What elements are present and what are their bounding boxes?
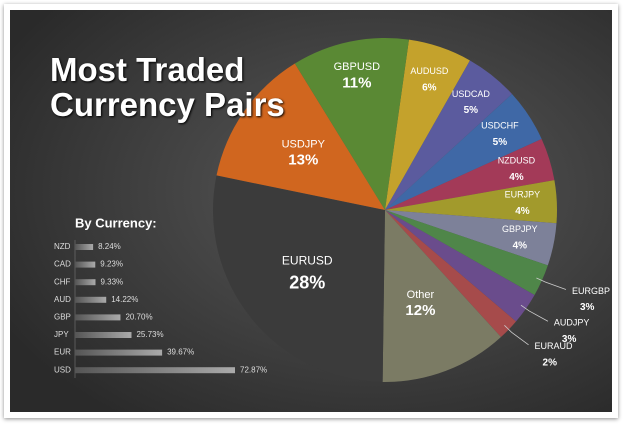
slice-value: 13%	[288, 152, 318, 169]
slice-value: 6%	[422, 82, 437, 93]
leader-line	[520, 304, 549, 322]
y-tick-label: AUD	[54, 295, 71, 304]
y-tick-label: CHF	[54, 277, 71, 286]
value-label: 9.33%	[100, 277, 123, 286]
bar	[75, 367, 235, 374]
pie-slice	[385, 138, 555, 210]
slice-value: 3%	[580, 302, 595, 313]
slice-label: NZDUSD	[498, 156, 536, 166]
y-tick-label: EUR	[54, 348, 71, 357]
pie-slice	[385, 180, 557, 224]
slice-label: USDCAD	[452, 89, 491, 99]
slice-label: AUDUSD	[410, 66, 449, 76]
bar	[75, 279, 96, 286]
slice-label: AUDJPY	[554, 318, 590, 328]
bar	[75, 349, 163, 356]
leader-line	[536, 277, 567, 290]
bar	[75, 332, 132, 338]
value-label: 39.67%	[167, 348, 194, 357]
slice-label: USDJPY	[282, 139, 326, 151]
bar	[75, 314, 121, 321]
y-tick-label: CAD	[54, 260, 71, 269]
slice-value: 28%	[289, 272, 325, 292]
slice-label: EURGBP	[572, 286, 610, 296]
slice-value: 3%	[562, 334, 577, 345]
slice-label: Other	[407, 289, 435, 301]
pie-slice	[385, 210, 535, 322]
slice-label: GBPUSD	[334, 61, 381, 73]
pie-slice	[213, 175, 385, 382]
y-tick-label: GBP	[54, 313, 71, 322]
y-tick-label: JPY	[54, 330, 69, 339]
slice-label: EURUSD	[282, 254, 333, 268]
slice-label: EURJPY	[505, 190, 541, 200]
bar	[75, 296, 107, 303]
value-label: 25.73%	[136, 330, 163, 339]
slice-value: 5%	[464, 105, 479, 116]
value-label: 8.24%	[98, 242, 121, 251]
pie-slice	[382, 210, 501, 383]
value-label: 20.70%	[125, 313, 152, 322]
value-label: 9.23%	[100, 260, 123, 269]
pie-slice	[385, 210, 548, 295]
pie-slice	[385, 60, 513, 211]
slice-value: 12%	[405, 302, 435, 319]
slice-value: 2%	[543, 357, 558, 368]
y-tick-label: NZD	[54, 242, 71, 251]
pie-slice	[385, 39, 470, 211]
pie-slice	[385, 94, 542, 210]
bar-title: By Currency:	[75, 215, 157, 230]
bar	[75, 261, 96, 268]
pie-slice	[385, 210, 516, 338]
value-label: 14.22%	[111, 295, 138, 304]
slice-value: 4%	[509, 172, 524, 183]
pie-slice	[216, 63, 385, 211]
slice-label: EURAUD	[535, 341, 574, 351]
leader-line	[504, 325, 529, 346]
slice-value: 4%	[515, 206, 530, 217]
slice-value: 4%	[513, 240, 528, 251]
value-label: 72.87%	[240, 365, 267, 374]
pie-slice	[385, 210, 557, 266]
slice-label: GBPJPY	[502, 224, 538, 234]
y-tick-label: USD	[54, 365, 71, 374]
slice-label: USDCHF	[481, 121, 519, 131]
slice-value: 5%	[493, 137, 508, 148]
slice-value: 11%	[342, 74, 371, 91]
bar	[75, 244, 94, 250]
pie-slice	[294, 37, 409, 210]
chart-title: Most Traded Currency Pairs	[50, 51, 285, 123]
